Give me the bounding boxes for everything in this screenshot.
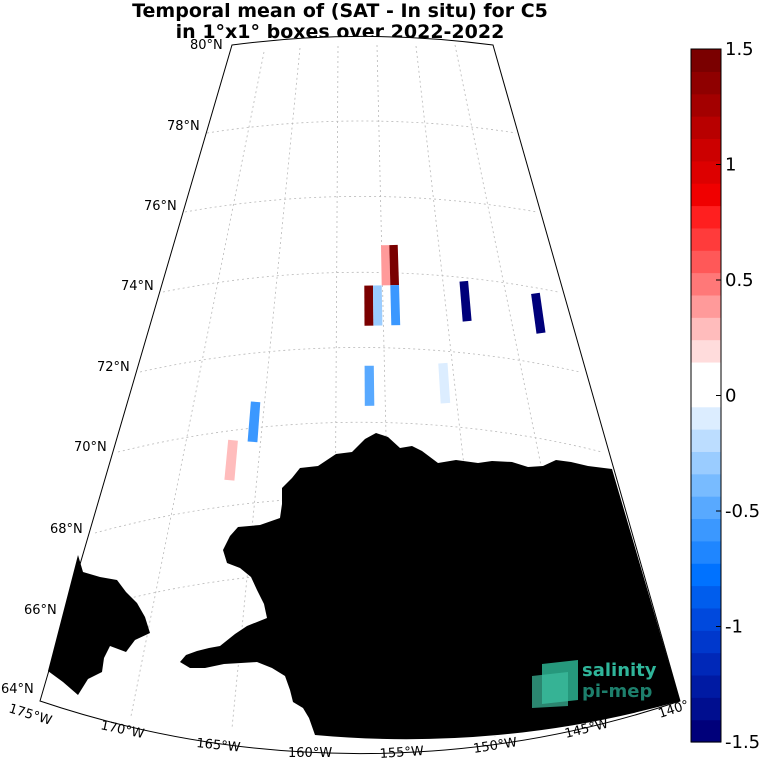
colorbar-tick-label: -1.5 — [725, 732, 760, 753]
lon-label-175w: 175°W — [7, 701, 54, 728]
colorbar-segment — [691, 160, 721, 184]
title-line-2: in 1°x1° boxes over 2022-2022 — [175, 21, 505, 43]
colorbar-segment — [691, 607, 721, 631]
colorbar-segment — [691, 227, 721, 251]
colorbar-tick-label: -1 — [725, 617, 743, 638]
colorbar-segment — [691, 496, 721, 520]
lat-label-70: 70°N — [74, 440, 107, 455]
data-box — [364, 365, 375, 406]
colorbar-segment — [691, 719, 721, 743]
lat-label-72: 72°N — [97, 360, 130, 375]
lon-label-150w: 150°W — [472, 735, 518, 757]
colorbar-segment — [691, 630, 721, 654]
colorbar-segment — [691, 429, 721, 452]
lon-label-160w: 160°W — [288, 746, 332, 760]
colorbar-segment — [691, 540, 721, 564]
logo-text-pimep: pi-mep — [582, 681, 652, 702]
lat-label-74: 74°N — [121, 279, 154, 294]
lon-label-165w: 165°W — [196, 736, 242, 756]
colorbar-segment — [691, 272, 721, 296]
colorbar-tick-label: -0.5 — [725, 501, 760, 522]
colorbar-segment — [691, 317, 721, 341]
colorbar-segment — [691, 406, 721, 430]
chukotka-land — [48, 555, 150, 695]
lat-label-76: 76°N — [144, 199, 177, 214]
title-line-1: Temporal mean of (SAT - In situ) for C5 — [132, 0, 548, 22]
colorbar-segment — [691, 674, 721, 698]
colorbar-segment — [691, 116, 721, 140]
salinity-pimep-logo: salinity pi-mep — [532, 660, 657, 708]
data-box — [390, 285, 401, 326]
colorbar-segment — [691, 339, 721, 363]
data-box — [381, 245, 391, 286]
colorbar-segment — [691, 138, 721, 162]
colorbar-segment — [691, 183, 721, 207]
colorbar-segment — [691, 49, 721, 72]
meridian-165w — [231, 47, 301, 729]
parallel-78n — [206, 120, 517, 134]
logo-text-salinity: salinity — [582, 660, 657, 681]
colorbar-tick-label: 1 — [725, 155, 736, 176]
data-box — [373, 285, 383, 326]
logo-wave-icon — [532, 672, 568, 708]
colorbar-segment — [691, 361, 721, 385]
colorbar-segment — [691, 473, 721, 497]
colorbar-segment — [691, 451, 721, 475]
data-box — [247, 401, 261, 443]
data-box — [531, 292, 546, 334]
colorbar-tick-label: 0.5 — [725, 270, 754, 291]
colorbar-segment — [691, 71, 721, 95]
parallel-76n — [184, 195, 538, 213]
data-boxes — [224, 244, 546, 481]
data-box — [438, 362, 451, 404]
colorbar-segment — [691, 563, 721, 587]
lon-label-155w: 155°W — [379, 744, 424, 760]
colorbar-segment — [691, 697, 721, 721]
meridian-145w — [454, 44, 595, 726]
data-box — [459, 280, 472, 322]
latitude-labels: 80°N 78°N 76°N 74°N 72°N 70°N 68°N 66°N … — [1, 38, 223, 697]
parallel-72n — [139, 347, 581, 373]
colorbar-segment — [691, 585, 721, 609]
lat-label-78: 78°N — [167, 119, 200, 134]
data-box — [389, 244, 399, 286]
colorbar: 1.5 1 0.5 0 -0.5 -1 -1.5 — [690, 39, 760, 753]
colorbar-segment — [691, 205, 721, 229]
colorbar-tick-label: 1.5 — [725, 39, 754, 60]
colorbar-segment — [691, 518, 721, 542]
colorbar-segment — [691, 294, 721, 318]
colorbar-segment — [691, 250, 721, 274]
lat-label-66: 66°N — [24, 603, 57, 618]
lat-label-64: 64°N — [1, 682, 34, 697]
meridian-155w — [376, 44, 394, 740]
colorbar-segment — [691, 652, 721, 676]
colorbar-segment — [691, 384, 721, 408]
lat-label-80: 80°N — [190, 38, 223, 53]
data-box — [224, 439, 238, 481]
colorbar-ticks: 1.5 1 0.5 0 -0.5 -1 -1.5 — [716, 39, 760, 753]
colorbar-segment — [691, 93, 721, 117]
colorbar-segments — [691, 49, 721, 743]
data-box — [364, 285, 374, 326]
colorbar-tick-label: 0 — [725, 386, 736, 407]
lat-label-68: 68°N — [50, 522, 83, 537]
meridian-150w — [415, 45, 496, 738]
